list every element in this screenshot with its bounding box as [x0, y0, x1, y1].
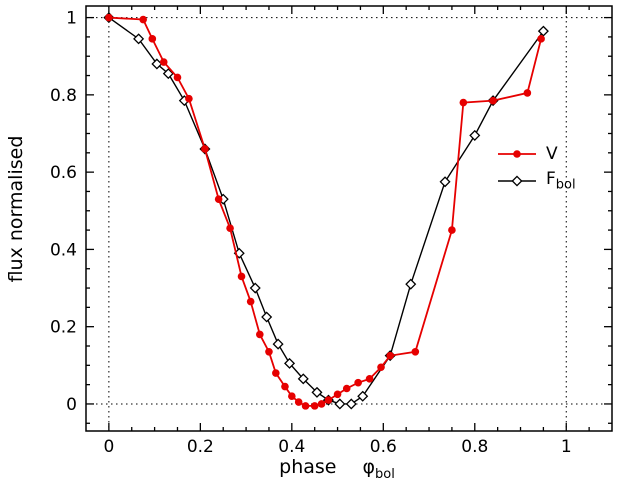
legend-label-v: V: [546, 144, 558, 164]
legend-sample-v-marker: [513, 150, 521, 158]
legend-sample-fbol: [498, 175, 536, 187]
svg-text:0.8: 0.8: [50, 86, 77, 106]
svg-text:0.6: 0.6: [50, 163, 77, 183]
legend-sample-v: [498, 150, 536, 158]
svg-text:0.6: 0.6: [370, 437, 397, 457]
legend-label-fbol: Fbol: [546, 169, 576, 193]
legend-item-fbol: Fbol: [497, 169, 576, 193]
legend-sample-fbol-marker: [511, 175, 523, 187]
x-axis-label-subscript: bol: [375, 466, 395, 482]
svg-text:1: 1: [66, 9, 77, 29]
legend-item-v: V: [497, 143, 576, 165]
y-axis-label: flux normalised: [5, 135, 27, 283]
svg-text:0.2: 0.2: [187, 437, 214, 457]
svg-text:1: 1: [561, 437, 572, 457]
x-axis-label-symbol: φ: [362, 456, 376, 478]
svg-text:0: 0: [66, 395, 77, 415]
x-axis-label-text: phase: [279, 456, 337, 478]
legend: V Fbol: [497, 143, 576, 193]
svg-text:0.2: 0.2: [50, 318, 77, 338]
svg-text:0.4: 0.4: [278, 437, 305, 457]
svg-text:0: 0: [103, 437, 114, 457]
x-axis-label: phase φbol: [107, 456, 567, 482]
svg-text:0.4: 0.4: [50, 240, 77, 260]
svg-text:0.8: 0.8: [461, 437, 488, 457]
